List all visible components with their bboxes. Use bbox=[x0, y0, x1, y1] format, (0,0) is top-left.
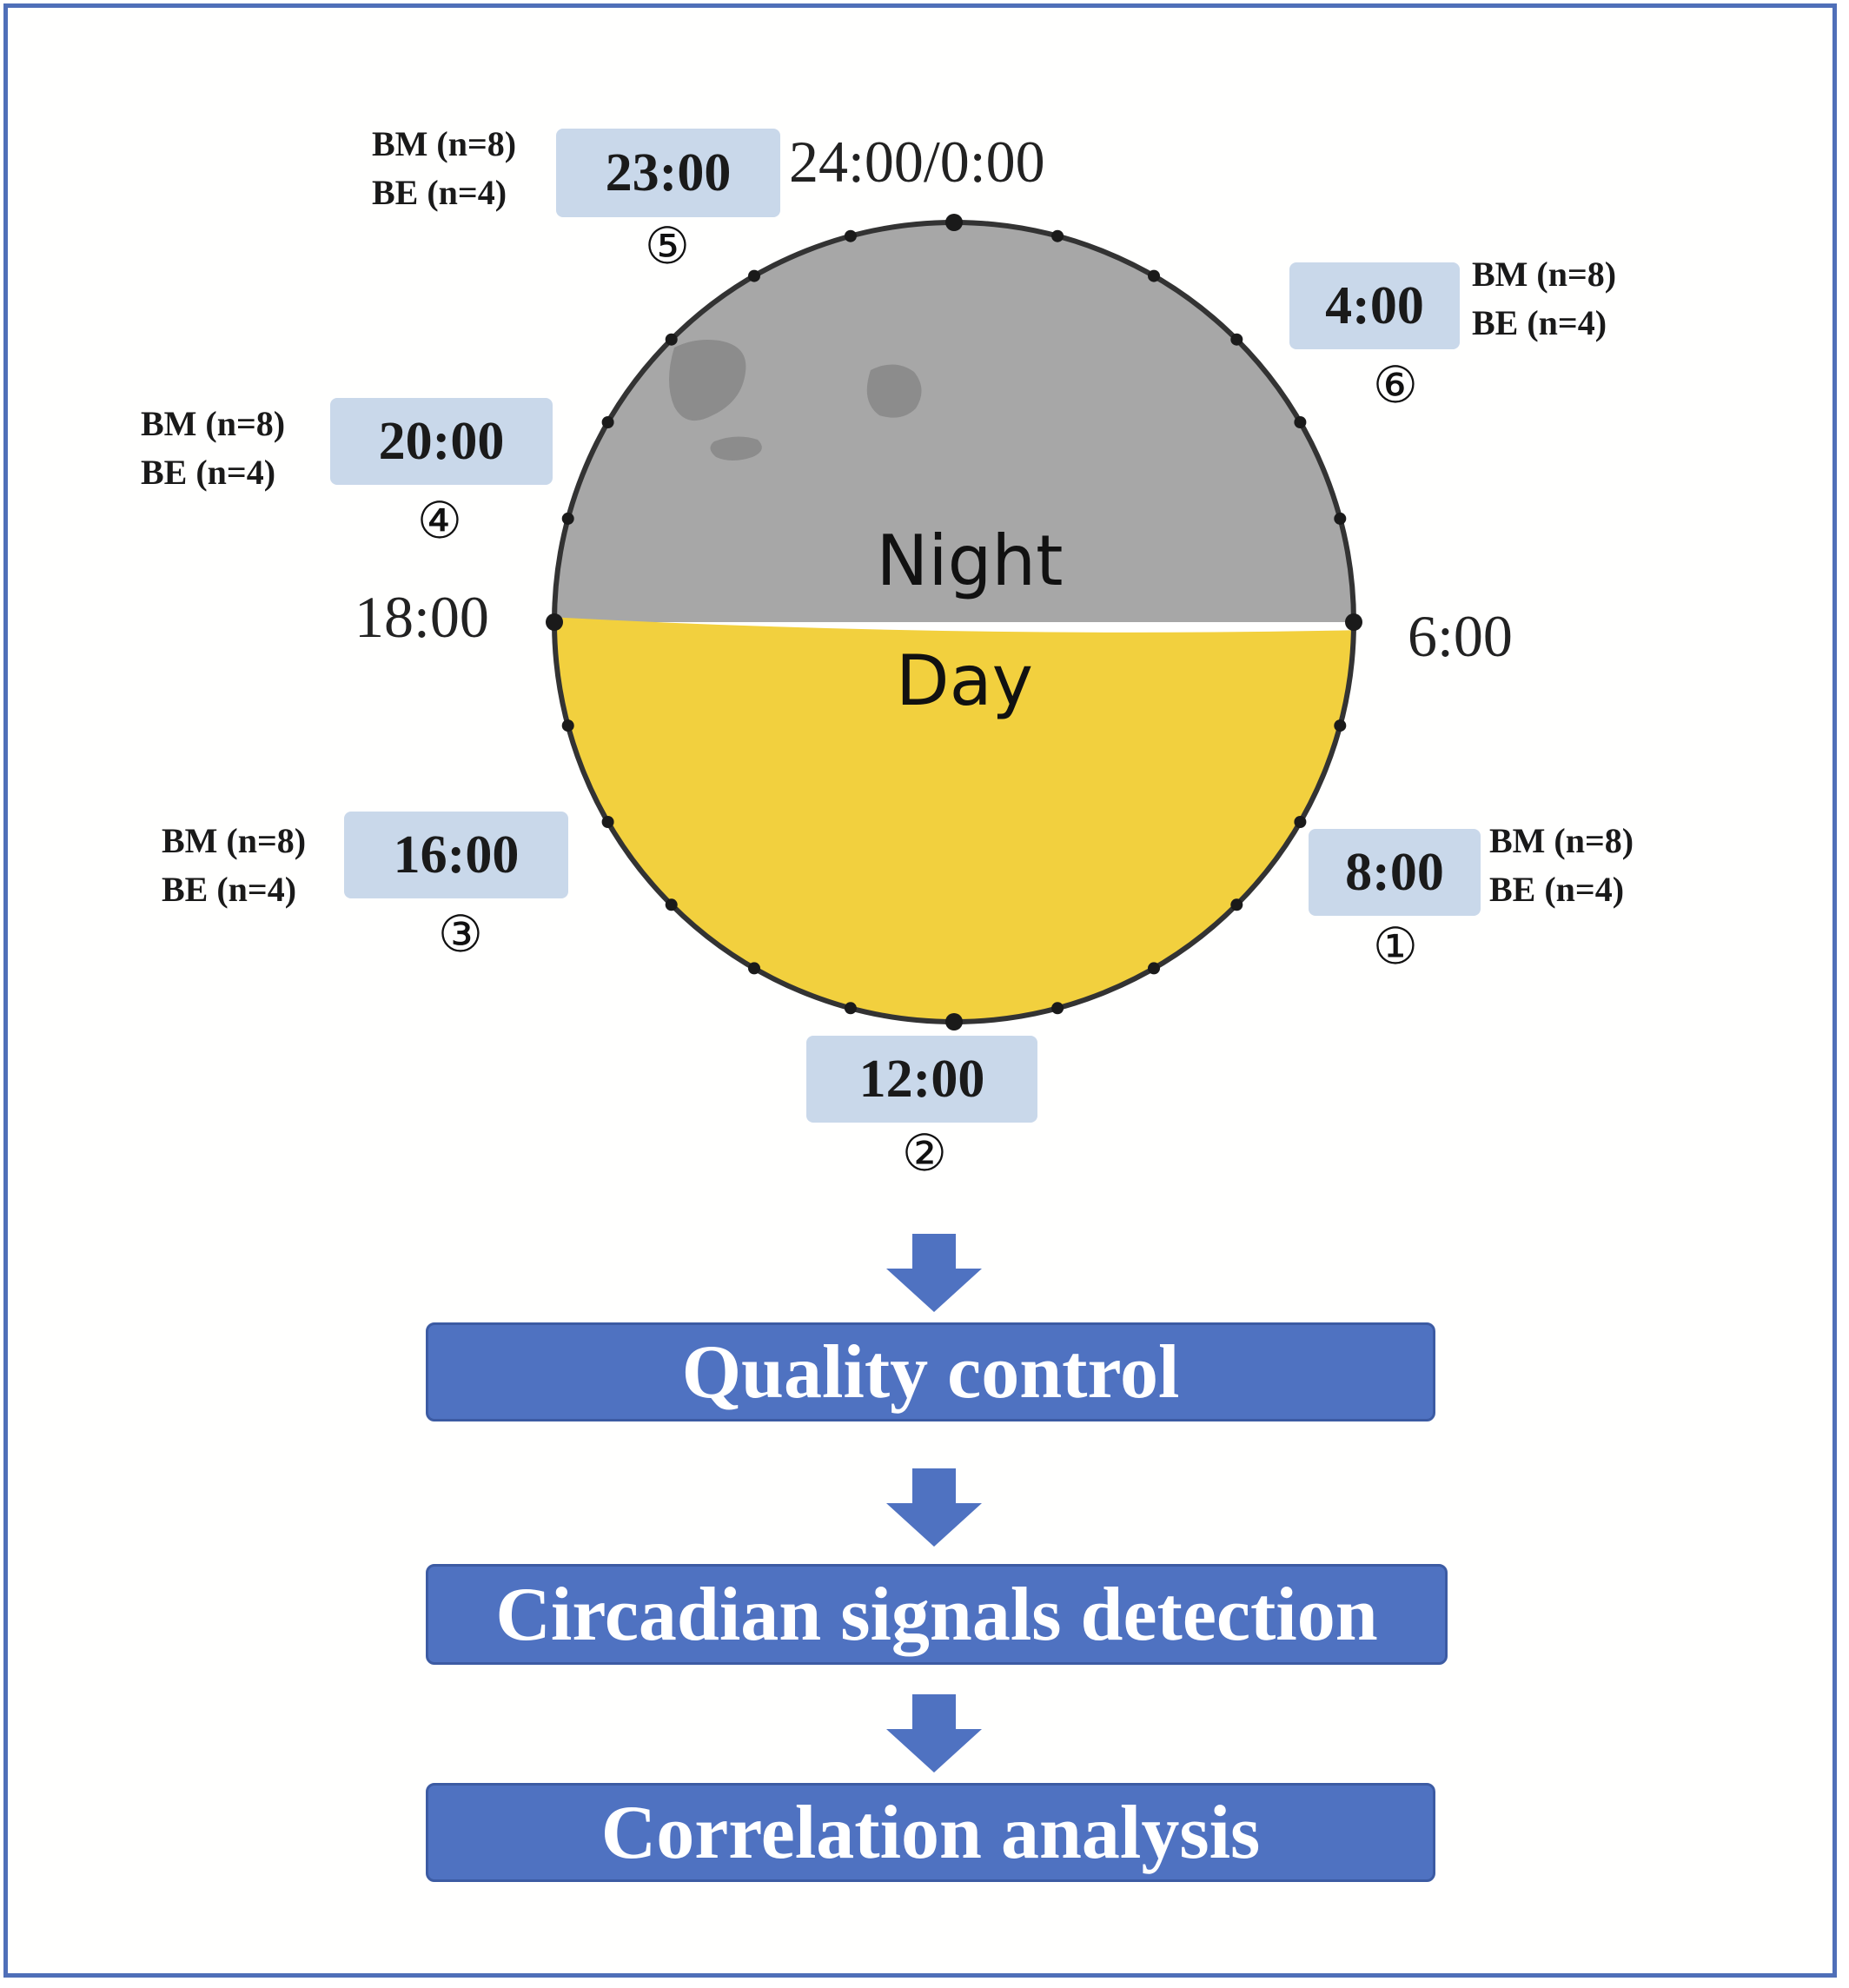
group-labels-23: BM (n=8) BE (n=4) bbox=[372, 120, 516, 217]
order-marker-6: ⑥ bbox=[1373, 355, 1418, 414]
clock-tick bbox=[1334, 719, 1347, 732]
clock-tick bbox=[665, 333, 678, 346]
clock-tick bbox=[601, 816, 614, 828]
workflow-step-circadian-detection: Circadian signals detection bbox=[426, 1564, 1448, 1665]
day-label: Day bbox=[896, 640, 1033, 721]
group-be: BE (n=4) bbox=[141, 453, 276, 492]
moon-spot bbox=[669, 340, 746, 421]
group-bm: BM (n=8) bbox=[141, 404, 286, 443]
workflow-step-quality-control: Quality control bbox=[426, 1322, 1435, 1421]
group-labels-16: BM (n=8) BE (n=4) bbox=[162, 817, 306, 914]
order-marker-4: ④ bbox=[417, 491, 462, 550]
order-marker-3: ③ bbox=[438, 905, 483, 964]
down-arrow-icon bbox=[886, 1234, 982, 1312]
group-bm: BM (n=8) bbox=[1489, 821, 1634, 860]
clock-tick bbox=[1230, 898, 1243, 911]
clock-tick bbox=[844, 1002, 857, 1015]
clock-tick bbox=[945, 1013, 963, 1030]
clock-tick bbox=[561, 512, 574, 525]
timepoint-box-12: 12:00 bbox=[806, 1036, 1037, 1123]
timepoint-box-16: 16:00 bbox=[344, 812, 568, 898]
order-marker-1: ① bbox=[1373, 917, 1418, 976]
moon-spot bbox=[866, 364, 922, 418]
down-arrow-icon bbox=[886, 1468, 982, 1547]
clock-tick bbox=[1294, 416, 1307, 428]
clock-tick bbox=[1051, 1002, 1064, 1015]
group-bm: BM (n=8) bbox=[162, 821, 307, 860]
clock-tick bbox=[945, 214, 963, 231]
timepoint-box-20: 20:00 bbox=[330, 398, 553, 485]
axis-label-6: 6:00 bbox=[1408, 603, 1513, 669]
clock-diagram bbox=[546, 214, 1362, 1030]
night-label: Night bbox=[876, 520, 1064, 601]
axis-label-18: 18:00 bbox=[355, 584, 489, 650]
group-labels-8: BM (n=8) BE (n=4) bbox=[1489, 817, 1634, 914]
group-bm: BM (n=8) bbox=[1472, 255, 1617, 294]
clock-tick bbox=[1148, 269, 1160, 282]
timepoint-box-8: 8:00 bbox=[1309, 829, 1481, 916]
group-labels-4: BM (n=8) BE (n=4) bbox=[1472, 250, 1616, 348]
clock-tick bbox=[561, 719, 574, 732]
clock-tick bbox=[1345, 613, 1362, 631]
clock-tick bbox=[748, 962, 760, 975]
group-be: BE (n=4) bbox=[162, 870, 297, 909]
workflow-step-correlation: Correlation analysis bbox=[426, 1783, 1435, 1882]
group-be: BE (n=4) bbox=[1472, 303, 1607, 342]
clock-tick bbox=[665, 898, 678, 911]
timepoint-box-4: 4:00 bbox=[1289, 262, 1460, 349]
clock-tick bbox=[1334, 512, 1347, 525]
clock-tick bbox=[546, 613, 563, 631]
group-be: BE (n=4) bbox=[372, 173, 507, 212]
timepoint-box-23: 23:00 bbox=[556, 129, 780, 217]
clock-tick bbox=[1294, 816, 1307, 828]
order-marker-5: ⑤ bbox=[645, 216, 690, 275]
moon-spot bbox=[710, 436, 762, 461]
group-be: BE (n=4) bbox=[1489, 870, 1625, 909]
clock-tick bbox=[844, 229, 857, 242]
group-labels-20: BM (n=8) BE (n=4) bbox=[141, 400, 285, 497]
day-half bbox=[554, 617, 1354, 1022]
axis-label-midnight: 24:00/0:00 bbox=[789, 129, 1045, 195]
clock-tick bbox=[1148, 962, 1160, 975]
group-bm: BM (n=8) bbox=[372, 124, 517, 163]
clock-tick bbox=[601, 416, 614, 428]
clock-tick bbox=[748, 269, 760, 282]
down-arrow-icon bbox=[886, 1694, 982, 1773]
clock-tick bbox=[1051, 229, 1064, 242]
order-marker-2: ② bbox=[902, 1123, 947, 1183]
clock-tick bbox=[1230, 333, 1243, 346]
